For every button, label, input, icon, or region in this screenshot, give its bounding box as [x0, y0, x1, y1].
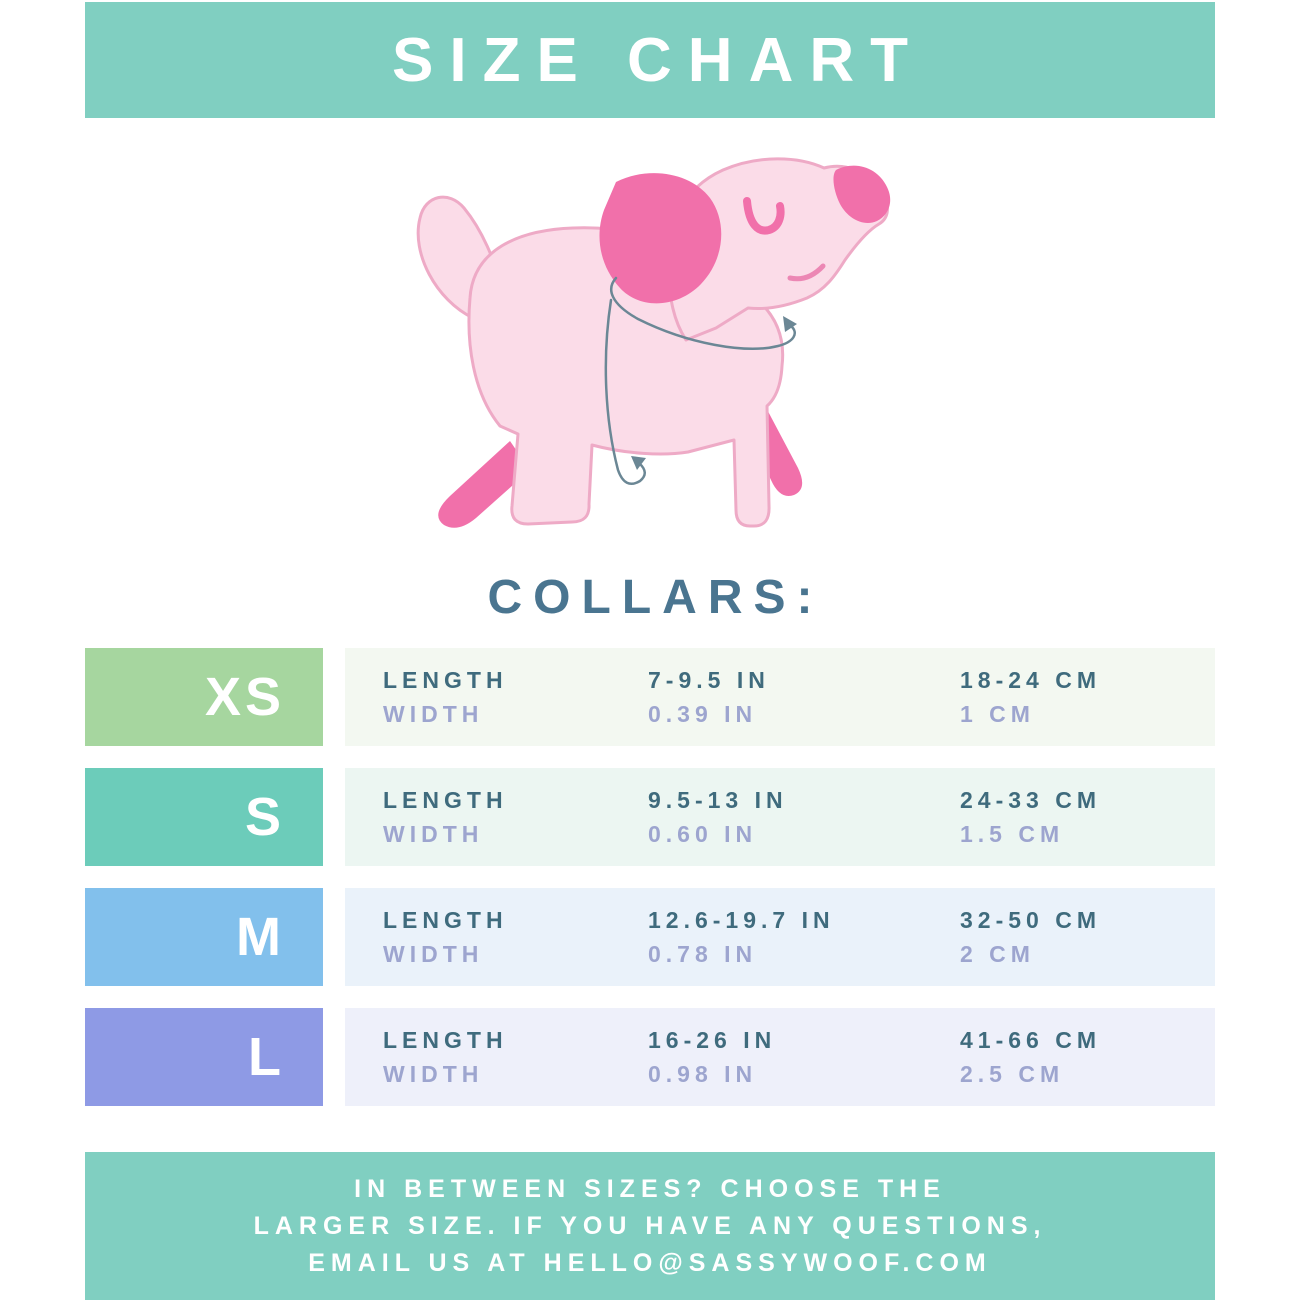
width-line: WIDTH 0.60 IN 1.5 CM — [383, 821, 1215, 848]
length-line: LENGTH 16-26 IN 41-66 CM — [383, 1027, 1215, 1054]
dog-illustration — [378, 138, 933, 543]
size-badge-xs: XS — [85, 648, 323, 746]
dog-ear — [599, 173, 722, 304]
width-in-value: 0.60 IN — [648, 820, 758, 847]
width-label: WIDTH — [383, 700, 484, 727]
width-in-value: 0.98 IN — [648, 1060, 758, 1087]
width-cm-value: 1.5 CM — [960, 820, 1065, 847]
size-row-xs: XS LENGTH 7-9.5 IN 18-24 CM WIDTH 0.39 I… — [85, 648, 1215, 746]
width-label: WIDTH — [383, 940, 484, 967]
header-band: SIZE CHART — [85, 2, 1215, 118]
girth-measure-arrow — [631, 456, 646, 470]
width-cm-value: 1 CM — [960, 700, 1035, 727]
footer-line-2: LARGER SIZE. IF YOU HAVE ANY QUESTIONS, — [253, 1211, 1047, 1240]
length-label: LENGTH — [383, 666, 508, 693]
width-cm-value: 2.5 CM — [960, 1060, 1065, 1087]
width-cm-value: 2 CM — [960, 940, 1035, 967]
size-panel-l: LENGTH 16-26 IN 41-66 CM WIDTH 0.98 IN 2… — [345, 1008, 1215, 1106]
size-panel-s: LENGTH 9.5-13 IN 24-33 CM WIDTH 0.60 IN … — [345, 768, 1215, 866]
dog-measurement-icon — [416, 157, 891, 528]
girth-measure-line — [604, 298, 646, 485]
footer-line-1: IN BETWEEN SIZES? CHOOSE THE — [354, 1174, 946, 1203]
length-in-value: 16-26 IN — [648, 1026, 777, 1053]
width-line: WIDTH 0.78 IN 2 CM — [383, 941, 1215, 968]
size-panel-xs: LENGTH 7-9.5 IN 18-24 CM WIDTH 0.39 IN 1… — [345, 648, 1215, 746]
length-cm-value: 18-24 CM — [960, 666, 1101, 693]
size-badge-l: L — [85, 1008, 323, 1106]
length-line: LENGTH 9.5-13 IN 24-33 CM — [383, 787, 1215, 814]
dog-eye — [743, 197, 785, 235]
size-row-m: M LENGTH 12.6-19.7 IN 32-50 CM WIDTH 0.7… — [85, 888, 1215, 986]
length-line: LENGTH 7-9.5 IN 18-24 CM — [383, 667, 1215, 694]
footer-line-3: EMAIL US AT HELLO@SASSYWOOF.COM — [308, 1248, 992, 1277]
length-in-value: 7-9.5 IN — [648, 666, 770, 693]
width-label: WIDTH — [383, 1060, 484, 1087]
footer-band: IN BETWEEN SIZES? CHOOSE THE LARGER SIZE… — [85, 1152, 1215, 1300]
length-in-value: 12.6-19.7 IN — [648, 906, 835, 933]
width-in-value: 0.78 IN — [648, 940, 758, 967]
length-cm-value: 24-33 CM — [960, 786, 1101, 813]
width-line: WIDTH 0.98 IN 2.5 CM — [383, 1061, 1215, 1088]
width-line: WIDTH 0.39 IN 1 CM — [383, 701, 1215, 728]
length-cm-value: 41-66 CM — [960, 1026, 1101, 1053]
size-row-l: L LENGTH 16-26 IN 41-66 CM WIDTH 0.98 IN… — [85, 1008, 1215, 1106]
dog-far-hind-leg — [438, 441, 530, 528]
dog-nose — [833, 165, 891, 224]
length-label: LENGTH — [383, 1026, 508, 1053]
length-label: LENGTH — [383, 786, 508, 813]
dog-head — [665, 157, 889, 342]
page-title: SIZE CHART — [392, 25, 924, 95]
width-label: WIDTH — [383, 820, 484, 847]
length-cm-value: 32-50 CM — [960, 906, 1101, 933]
collar-measure-line — [610, 276, 796, 350]
length-in-value: 9.5-13 IN — [648, 786, 788, 813]
size-panel-m: LENGTH 12.6-19.7 IN 32-50 CM WIDTH 0.78 … — [345, 888, 1215, 986]
collar-measure-arrow — [783, 316, 797, 332]
width-in-value: 0.39 IN — [648, 700, 758, 727]
size-badge-s: S — [85, 768, 323, 866]
size-row-s: S LENGTH 9.5-13 IN 24-33 CM WIDTH 0.60 I… — [85, 768, 1215, 866]
length-label: LENGTH — [383, 906, 508, 933]
size-badge-m: M — [85, 888, 323, 986]
length-line: LENGTH 12.6-19.7 IN 32-50 CM — [383, 907, 1215, 934]
collars-heading: COLLARS: — [487, 570, 824, 624]
dog-smile — [787, 263, 826, 282]
